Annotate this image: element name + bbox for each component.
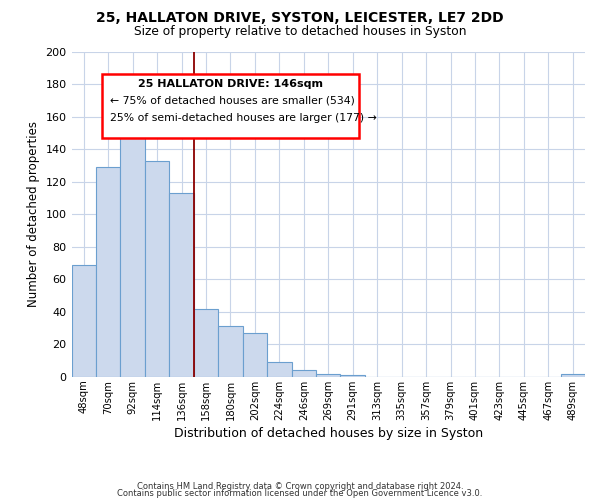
FancyBboxPatch shape (103, 74, 359, 138)
Bar (121, 120, 145, 377)
Text: ← 75% of detached houses are smaller (534): ← 75% of detached houses are smaller (53… (110, 96, 355, 106)
Text: Size of property relative to detached houses in Syston: Size of property relative to detached ho… (134, 25, 466, 38)
Bar (96, 167, 121, 377)
Bar (169, 193, 194, 377)
Bar (71, 264, 96, 377)
Y-axis label: Number of detached properties: Number of detached properties (27, 121, 40, 307)
Bar (292, 370, 316, 377)
Bar (242, 333, 267, 377)
Text: 25 HALLATON DRIVE: 146sqm: 25 HALLATON DRIVE: 146sqm (138, 79, 323, 89)
Text: Contains HM Land Registry data © Crown copyright and database right 2024.: Contains HM Land Registry data © Crown c… (137, 482, 463, 491)
Text: 25% of semi-detached houses are larger (177) →: 25% of semi-detached houses are larger (… (110, 112, 377, 122)
Bar (560, 374, 585, 377)
Bar (145, 160, 169, 377)
Bar (194, 308, 218, 377)
Bar (218, 326, 242, 377)
Bar (316, 374, 340, 377)
Text: Contains public sector information licensed under the Open Government Licence v3: Contains public sector information licen… (118, 489, 482, 498)
Bar (267, 362, 292, 377)
Text: 25, HALLATON DRIVE, SYSTON, LEICESTER, LE7 2DD: 25, HALLATON DRIVE, SYSTON, LEICESTER, L… (96, 11, 504, 25)
Bar (340, 376, 365, 377)
X-axis label: Distribution of detached houses by size in Syston: Distribution of detached houses by size … (174, 427, 483, 440)
